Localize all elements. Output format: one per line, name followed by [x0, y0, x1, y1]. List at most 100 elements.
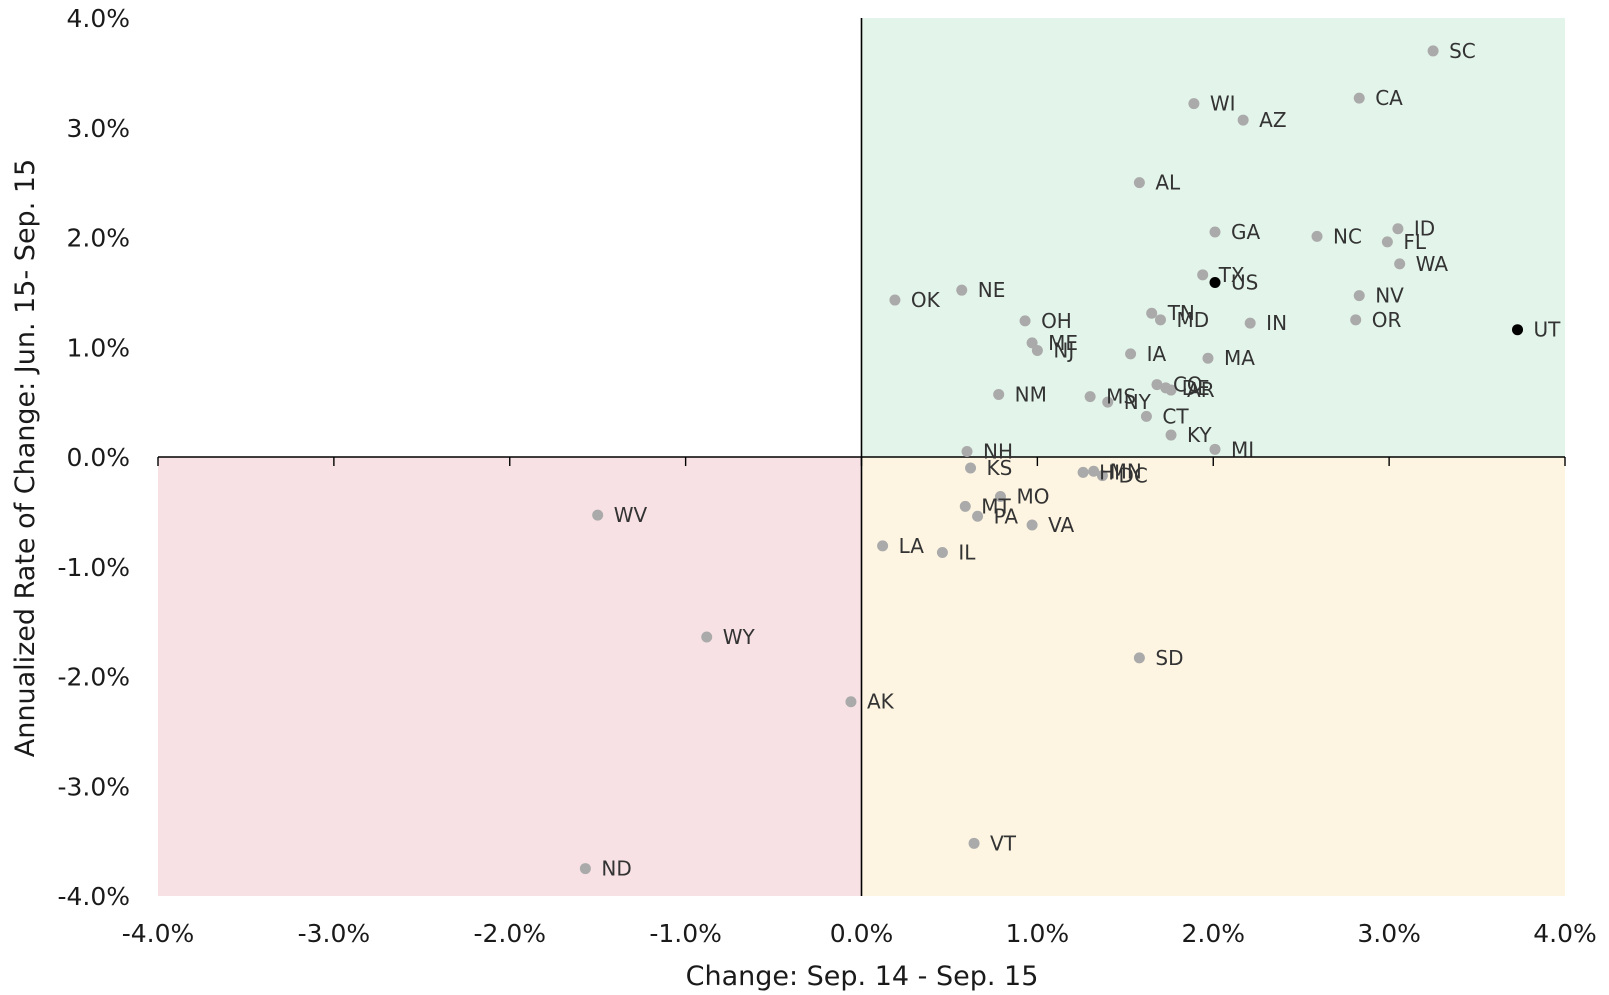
data-point-label-ia: IA — [1147, 342, 1167, 366]
x-tick-label: -1.0% — [649, 919, 722, 948]
y-tick-label: 2.0% — [66, 224, 130, 253]
data-point-id — [1392, 223, 1404, 235]
quadrant-bottom-right — [861, 457, 1565, 896]
data-point-label-la: LA — [899, 534, 925, 558]
data-point-ms — [1084, 391, 1096, 403]
x-axis-title: Change: Sep. 14 - Sep. 15 — [686, 961, 1039, 992]
data-point-label-oh: OH — [1041, 309, 1072, 333]
x-tick-label: -4.0% — [122, 919, 195, 948]
y-tick-label: -4.0% — [57, 882, 130, 911]
data-point-label-mi: MI — [1231, 437, 1254, 461]
data-point-label-nj: NJ — [1053, 339, 1074, 363]
x-tick-label: -2.0% — [473, 919, 546, 948]
data-point-label-de: DE — [1182, 376, 1210, 400]
data-point-label-us: US — [1231, 270, 1258, 294]
data-point-label-md: MD — [1176, 308, 1209, 332]
x-tick-label: 3.0% — [1357, 919, 1421, 948]
data-point-nh — [961, 446, 973, 458]
x-tick-label: 2.0% — [1181, 919, 1245, 948]
data-point-nc — [1311, 230, 1323, 242]
data-point-dc — [1096, 470, 1108, 482]
data-point-label-ky: KY — [1187, 423, 1212, 447]
data-point-mo — [994, 491, 1006, 503]
data-point-label-wi: WI — [1210, 92, 1236, 116]
data-point-nv — [1353, 290, 1365, 302]
data-point-label-ak: AK — [867, 690, 895, 714]
data-point-label-pa: PA — [994, 504, 1019, 528]
data-point-label-tn: TN — [1167, 301, 1195, 325]
x-tick-label: 1.0% — [1006, 919, 1070, 948]
data-point-label-al: AL — [1155, 171, 1181, 195]
data-point-label-nd: ND — [601, 857, 631, 881]
data-point-label-wv: WV — [614, 503, 648, 527]
y-tick-label: 4.0% — [66, 4, 130, 33]
data-point-label-mt: MT — [981, 494, 1011, 518]
data-point-tx — [1197, 269, 1209, 281]
data-point-label-fl: FL — [1403, 230, 1427, 254]
data-point-label-il: IL — [958, 540, 976, 564]
data-point-ar — [1165, 384, 1177, 396]
data-point-label-va: VA — [1048, 513, 1074, 537]
data-point-label-ne: NE — [978, 278, 1006, 302]
data-point-la — [877, 540, 889, 552]
data-point-label-az: AZ — [1259, 108, 1286, 132]
quadrant-bottom-left — [158, 457, 862, 896]
data-point-ok — [889, 294, 901, 306]
data-point-label-ks: KS — [987, 456, 1013, 480]
data-point-label-nm: NM — [1015, 382, 1047, 406]
data-point-al — [1133, 177, 1145, 189]
data-point-ny — [1102, 396, 1114, 408]
data-point-mt — [959, 500, 971, 512]
data-point-us — [1209, 276, 1221, 288]
data-point-me — [1026, 337, 1038, 349]
data-point-label-me: ME — [1048, 331, 1078, 355]
quadrant-backgrounds — [158, 18, 1565, 896]
data-point-sc — [1427, 45, 1439, 57]
y-tick-label: 1.0% — [66, 333, 130, 362]
data-point-label-mn: MN — [1110, 459, 1142, 483]
data-point-ct — [1140, 410, 1152, 422]
data-point-label-co: CO — [1173, 373, 1203, 397]
data-point-label-wa: WA — [1416, 252, 1449, 276]
data-point-label-sd: SD — [1155, 646, 1183, 670]
data-point-ma — [1202, 352, 1214, 364]
data-point-label-ms: MS — [1106, 385, 1136, 409]
data-point-ia — [1125, 348, 1137, 360]
data-point-co — [1151, 379, 1163, 391]
data-point-label-ga: GA — [1231, 220, 1260, 244]
tick-marks — [157, 457, 1566, 466]
data-point-ca — [1353, 92, 1365, 104]
data-point-vt — [968, 837, 980, 849]
data-point-label-or: OR — [1372, 308, 1402, 332]
x-tick-label: 0.0% — [830, 919, 894, 948]
data-points — [579, 45, 1524, 875]
data-point-tn — [1146, 307, 1158, 319]
data-point-ak — [845, 696, 857, 708]
data-point-label-ar: AR — [1187, 378, 1215, 402]
data-point-label-ok: OK — [911, 288, 941, 312]
data-point-ky — [1165, 429, 1177, 441]
y-tick-label: 3.0% — [66, 114, 130, 143]
data-point-nm — [993, 388, 1005, 400]
data-point-az — [1237, 114, 1249, 126]
data-point-label-ca: CA — [1375, 86, 1403, 110]
data-point-md — [1154, 314, 1166, 326]
y-tick-label: -3.0% — [57, 772, 130, 801]
y-axis-title: Annualized Rate of Change: Jun. 15- Sep.… — [10, 159, 41, 757]
data-point-label-hi: HI — [1099, 460, 1120, 484]
y-tick-label: -2.0% — [57, 663, 130, 692]
data-point-label-ut: UT — [1534, 318, 1562, 342]
data-point-label-tx: TX — [1218, 263, 1245, 287]
data-point-label-ct: CT — [1162, 404, 1189, 428]
data-point-mi — [1209, 443, 1221, 455]
data-point-or — [1350, 314, 1362, 326]
data-point-mn — [1088, 465, 1100, 477]
x-tick-label: -3.0% — [298, 919, 371, 948]
quadrant-top-right — [861, 18, 1565, 457]
data-point-label-vt: VT — [990, 831, 1017, 855]
data-point-ks — [965, 462, 977, 474]
x-tick-label: 4.0% — [1533, 919, 1597, 948]
data-point-wv — [592, 509, 604, 521]
data-point-ne — [956, 284, 968, 296]
